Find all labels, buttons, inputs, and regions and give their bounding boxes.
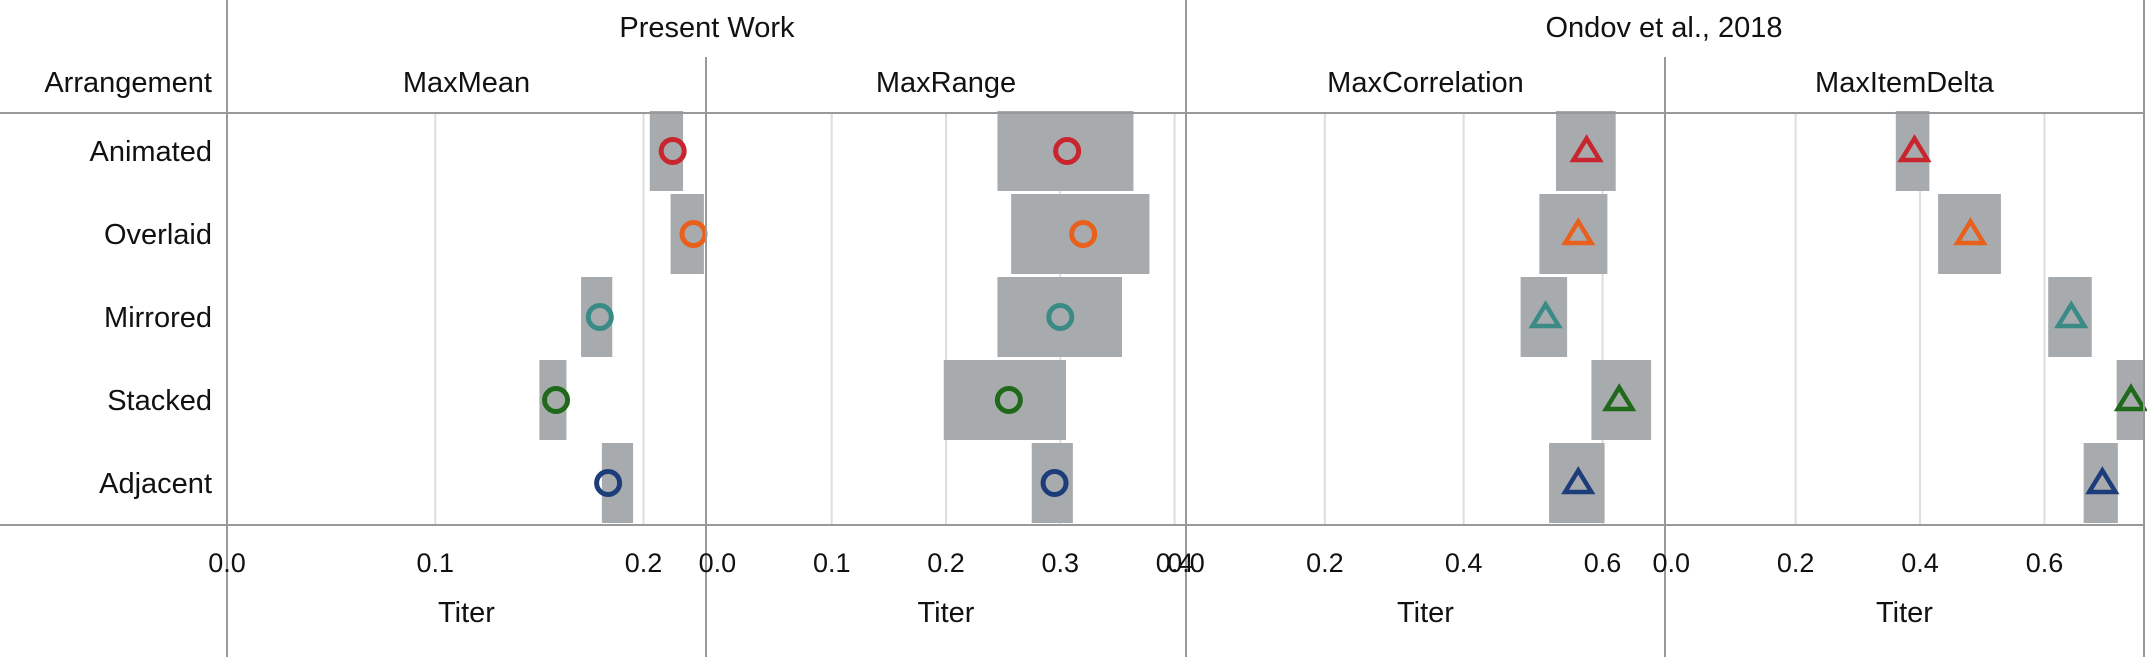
tick-label-maxmean-2: 0.2: [625, 548, 663, 578]
ci-band-maxmean-overlaid: [670, 194, 704, 274]
group-header-ondov-2018: Ondov et al., 2018: [1546, 12, 1783, 44]
ci-band-maxmean-mirrored: [581, 277, 613, 357]
axis-label-maxcorrelation: Titer: [1397, 597, 1454, 629]
ci-band-maxcorrelation-mirrored: [1520, 277, 1568, 357]
group-header-present-work: Present Work: [619, 12, 795, 44]
marker-maxmean-adjacent: [594, 469, 623, 497]
ci-band-maxrange-overlaid: [1011, 194, 1150, 274]
axis-label-maxrange: Titer: [918, 597, 975, 629]
marker-maxcorrelation-animated: [1569, 134, 1604, 163]
ci-band-maxcorrelation-overlaid: [1539, 194, 1608, 274]
marker-maxrange-adjacent: [1040, 469, 1069, 497]
tick-label-maxitemdelta-2: 0.4: [1901, 548, 1939, 578]
axis-label-maxmean: Titer: [438, 597, 495, 629]
row-header-label: Arrangement: [44, 67, 212, 99]
marker-maxrange-animated: [1053, 137, 1082, 165]
marker-maxrange-mirrored: [1046, 303, 1075, 331]
ci-band-maxitemdelta-overlaid: [1938, 194, 2001, 274]
ci-band-maxitemdelta-mirrored: [2048, 277, 2092, 357]
ci-band-maxrange-stacked: [943, 360, 1066, 440]
row-label-adjacent: Adjacent: [99, 468, 212, 500]
tick-label-maxrange-0: 0.0: [699, 548, 737, 578]
marker-maxcorrelation-mirrored: [1528, 300, 1563, 329]
marker-maxitemdelta-animated: [1897, 134, 1932, 163]
axis-label-maxitemdelta: Titer: [1876, 597, 1933, 629]
row-label-overlaid: Overlaid: [104, 219, 212, 251]
confidence-bands: [539, 111, 2144, 523]
tick-label-maxitemdelta-3: 0.6: [2026, 548, 2064, 578]
marker-maxitemdelta-overlaid: [1953, 217, 1988, 246]
row-label-mirrored: Mirrored: [104, 302, 212, 334]
point-markers: [542, 134, 2147, 497]
ci-band-maxcorrelation-adjacent: [1549, 443, 1605, 523]
marker-maxmean-animated: [658, 137, 687, 165]
panel-title-maxmean: MaxMean: [403, 67, 530, 99]
ci-band-maxcorrelation-stacked: [1591, 360, 1652, 440]
marker-maxcorrelation-stacked: [1602, 383, 1637, 412]
ci-band-maxrange-animated: [997, 111, 1134, 191]
panel-title-maxcorrelation: MaxCorrelation: [1327, 67, 1524, 99]
panel-title-maxitemdelta: MaxItemDelta: [1815, 67, 1995, 99]
tick-label-maxcorrelation-3: 0.6: [1584, 548, 1622, 578]
marker-maxrange-overlaid: [1069, 220, 1098, 248]
tick-label-maxcorrelation-0: 0.0: [1167, 548, 1205, 578]
marker-maxrange-stacked: [994, 386, 1023, 414]
tick-label-maxcorrelation-1: 0.2: [1306, 548, 1344, 578]
marker-maxcorrelation-overlaid: [1561, 217, 1596, 246]
tick-label-maxitemdelta-0: 0.0: [1652, 548, 1690, 578]
row-label-stacked: Stacked: [107, 385, 212, 417]
tick-label-maxrange-3: 0.3: [1042, 548, 1080, 578]
labels: Arrangement Present Work Ondov et al., 2…: [44, 12, 2063, 629]
panel-title-maxrange: MaxRange: [876, 67, 1016, 99]
marker-maxmean-stacked: [542, 386, 571, 414]
tick-label-maxmean-0: 0.0: [208, 548, 246, 578]
tick-label-maxrange-4: 0.4: [1156, 548, 1194, 578]
tick-label-maxcorrelation-2: 0.4: [1445, 548, 1483, 578]
row-label-animated: Animated: [89, 136, 212, 168]
ci-band-maxmean-animated: [649, 111, 684, 191]
ci-band-maxrange-mirrored: [997, 277, 1122, 357]
tick-label-maxmean-1: 0.1: [416, 548, 454, 578]
marker-maxitemdelta-mirrored: [2054, 300, 2089, 329]
marker-maxmean-mirrored: [585, 303, 614, 331]
tick-label-maxrange-1: 0.1: [813, 548, 851, 578]
marker-maxcorrelation-adjacent: [1561, 466, 1596, 495]
ci-band-maxcorrelation-animated: [1556, 111, 1616, 191]
marker-maxitemdelta-stacked: [2113, 383, 2147, 412]
ci-band-maxitemdelta-adjacent: [2083, 443, 2118, 523]
tick-label-maxitemdelta-1: 0.2: [1777, 548, 1815, 578]
marker-maxitemdelta-adjacent: [2085, 466, 2120, 495]
tick-label-maxrange-2: 0.2: [927, 548, 965, 578]
